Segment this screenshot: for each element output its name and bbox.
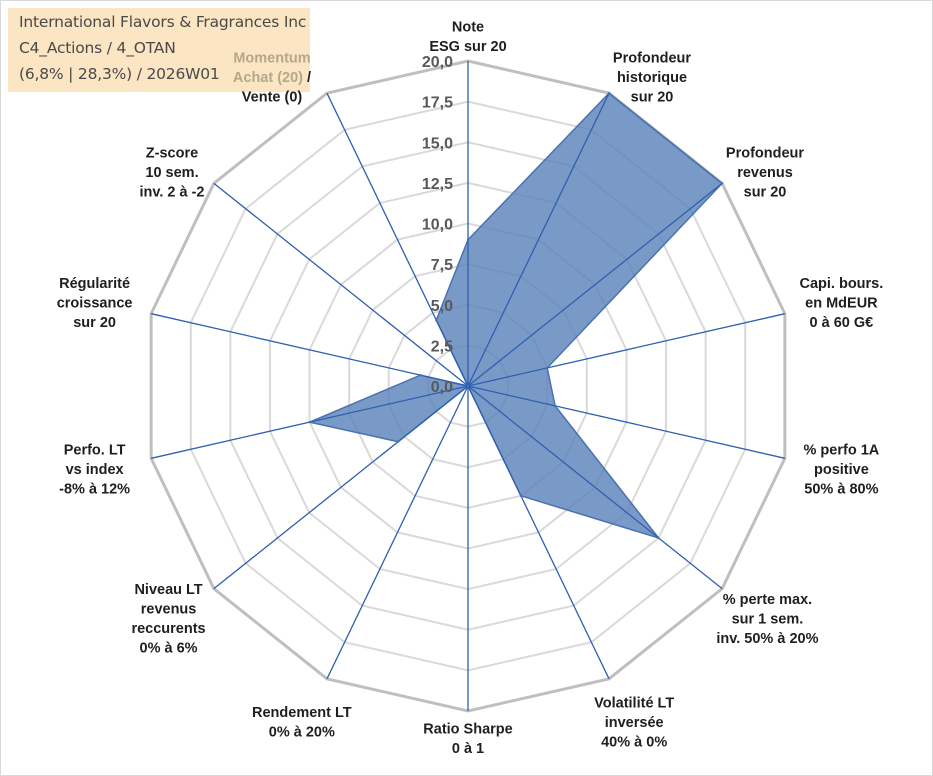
data-point-4 xyxy=(546,366,549,370)
axis-label-line: Profondeur xyxy=(726,146,804,162)
data-point-13 xyxy=(466,384,470,388)
axis-label-line: Achat (20) / xyxy=(233,70,311,86)
spoke-9 xyxy=(326,385,469,680)
data-point-6 xyxy=(657,536,660,540)
axis-label-4: Capi. bours. en MdEUR 0 à 60 G€ xyxy=(799,276,883,331)
axis-label-13: Z-score 10 sem. inv. 2 à -2 xyxy=(139,146,204,201)
spoke-3 xyxy=(467,182,723,387)
axis-label-line: Ratio Sharpe xyxy=(423,722,512,738)
axis-label-line: croissance xyxy=(57,296,133,312)
spoke-7 xyxy=(467,385,610,680)
axis-label-3: Profondeur revenus sur 20 xyxy=(726,146,804,201)
axis-label-line: sur 20 xyxy=(744,185,787,201)
axis-label-line: inversée xyxy=(605,715,664,731)
axis-label-line: Note xyxy=(452,20,484,36)
axis-label-line: Rendement LT xyxy=(252,705,352,721)
title-box: International Flavors & Fragrances Inc C… xyxy=(8,8,310,92)
axis-label-line: Momentum xyxy=(233,51,310,67)
axis-label-1: Note ESG sur 20 xyxy=(429,20,506,56)
axis-label-12: Régularité croissance sur 20 xyxy=(57,276,133,331)
tick-label: 5,0 xyxy=(431,298,453,315)
chart-title: International Flavors & Fragrances Inc xyxy=(19,13,307,31)
axis-label-line: 50% à 80% xyxy=(804,481,878,497)
axis-label-line: sur 1 sem. xyxy=(732,611,804,627)
tick-label: 17,5 xyxy=(422,95,453,112)
spoke-2 xyxy=(467,92,610,387)
spoke-6 xyxy=(467,385,723,590)
axis-label-line: ESG sur 20 xyxy=(429,39,506,55)
axis-label-line: 0% à 6% xyxy=(140,641,198,657)
axis-label-line: Z-score xyxy=(146,146,198,162)
spoke-12 xyxy=(151,313,469,387)
axis-label-line: 0% à 20% xyxy=(269,725,335,741)
axis-label-9: Rendement LT 0% à 20% xyxy=(252,705,352,741)
axis-label-line: sur 20 xyxy=(631,90,674,106)
axis-label-11: Perfo. LT vs index -8% à 12% xyxy=(59,442,130,497)
data-point-14 xyxy=(435,318,438,322)
axis-label-line: % perfo 1A xyxy=(804,442,880,458)
axis-label-line: historique xyxy=(617,70,687,86)
axis-label-line: Profondeur xyxy=(613,51,691,67)
spoke-5 xyxy=(467,385,785,459)
data-point-3 xyxy=(720,182,724,185)
axis-label-2: Profondeur historique sur 20 xyxy=(613,51,691,106)
data-point-2 xyxy=(607,91,611,95)
axis-label-8: Ratio Sharpe 0 à 1 xyxy=(423,722,512,758)
axis-label-line: Vente (0) xyxy=(242,90,303,106)
axis-label-line: en MdEUR xyxy=(805,296,878,312)
axis-label-line: Régularité xyxy=(59,276,130,292)
axis-label-line: Capi. bours. xyxy=(799,276,883,292)
spoke-13 xyxy=(213,182,469,387)
tick-label: 7,5 xyxy=(431,257,453,274)
axis-label-line: 0 à 60 G€ xyxy=(810,315,874,331)
data-point-1 xyxy=(466,238,470,241)
chart-subtitle-category: C4_Actions / 4_OTAN xyxy=(19,39,176,57)
tick-label: 15,0 xyxy=(422,135,453,152)
axis-label-7: Volatilité LT inversée 40% à 0% xyxy=(594,695,674,750)
data-point-12 xyxy=(419,373,422,377)
axis-label-line: 10 sem. xyxy=(145,165,198,181)
axis-label-14: Momentum Achat (20) / Vente (0) xyxy=(233,51,311,106)
tick-label: 10,0 xyxy=(422,217,453,234)
tick-label: 2,5 xyxy=(431,338,453,355)
axis-label-line: sur 20 xyxy=(73,315,116,331)
axis-label-line: inv. 2 à -2 xyxy=(139,185,204,201)
tick-label: 20,0 xyxy=(422,54,453,71)
spoke-10 xyxy=(213,385,469,590)
tick-label: 0,0 xyxy=(431,379,453,396)
axis-label-10: Niveau LT revenus reccurents 0% à 6% xyxy=(131,582,205,657)
data-point-10 xyxy=(396,440,400,443)
axis-label-line: revenus xyxy=(141,602,197,618)
axis-label-line: Perfo. LT xyxy=(64,442,126,458)
axis-label-line: vs index xyxy=(66,462,124,478)
axis-label-line: reccurents xyxy=(131,621,205,637)
axis-label-line: positive xyxy=(814,462,869,478)
spoke-14 xyxy=(326,92,469,387)
axis-label-line: 0 à 1 xyxy=(452,741,484,757)
axis-label-line: -8% à 12% xyxy=(59,481,130,497)
axis-label-line: revenus xyxy=(737,165,793,181)
axis-label-line: inv. 50% à 20% xyxy=(716,631,818,647)
axis-label-line: % perte max. xyxy=(723,592,812,608)
axis-label-line: Volatilité LT xyxy=(594,695,674,711)
spoke-4 xyxy=(467,313,785,387)
data-series-area xyxy=(307,92,724,540)
axis-label-6: % perte max. sur 1 sem. inv. 50% à 20% xyxy=(716,592,818,647)
data-point-7 xyxy=(519,494,523,498)
axis-label-5: % perfo 1A positive 50% à 80% xyxy=(804,442,880,497)
data-point-11 xyxy=(308,420,311,424)
axis-label-line: 40% à 0% xyxy=(601,734,667,750)
chart-subtitle-period: (6,8% | 28,3%) / 2026W01 xyxy=(19,65,220,83)
axis-label-line: Niveau LT xyxy=(134,582,202,598)
tick-label: 12,5 xyxy=(422,176,453,193)
data-point-5 xyxy=(553,404,557,408)
